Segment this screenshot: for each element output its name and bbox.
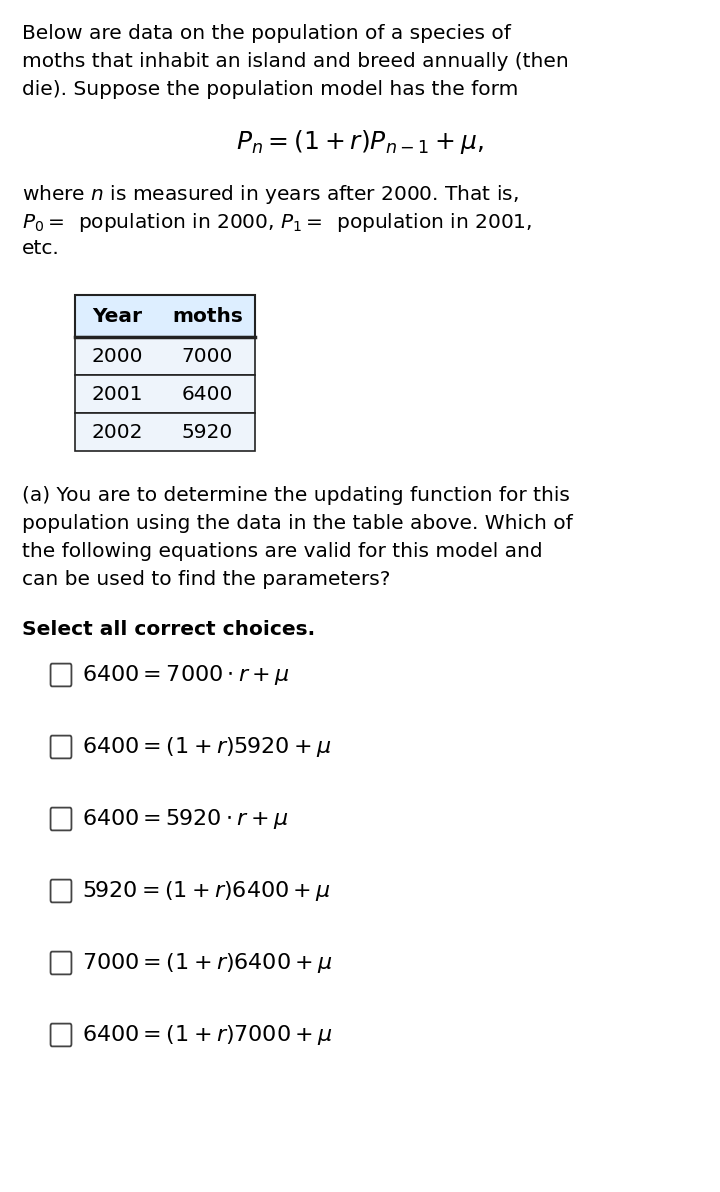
FancyBboxPatch shape [50, 880, 71, 902]
Text: 7000: 7000 [182, 347, 233, 366]
FancyBboxPatch shape [50, 1024, 71, 1047]
Text: population using the data in the table above. Which of: population using the data in the table a… [22, 514, 572, 533]
Text: 2001: 2001 [91, 385, 143, 404]
FancyBboxPatch shape [50, 664, 71, 687]
Text: $P_0 =\,$ population in 2000, $P_1 =\,$ population in 2001,: $P_0 =\,$ population in 2000, $P_1 =\,$ … [22, 211, 532, 234]
Text: Select all correct choices.: Select all correct choices. [22, 620, 315, 639]
Text: $6400 = 5920 \cdot r + \mu$: $6400 = 5920 \cdot r + \mu$ [82, 807, 288, 831]
Text: 5920: 5920 [182, 422, 233, 441]
FancyBboxPatch shape [50, 735, 71, 758]
Text: the following equations are valid for this model and: the following equations are valid for th… [22, 542, 543, 561]
Text: 2002: 2002 [91, 422, 143, 441]
Text: where $n$ is measured in years after 2000. That is,: where $n$ is measured in years after 200… [22, 184, 519, 206]
Text: (a) You are to determine the updating function for this: (a) You are to determine the updating fu… [22, 486, 570, 505]
Bar [75, 337, 255, 375]
Text: $5920 = (1 + r)6400 + \mu$: $5920 = (1 + r)6400 + \mu$ [82, 879, 331, 904]
Text: can be used to find the parameters?: can be used to find the parameters? [22, 570, 390, 589]
FancyBboxPatch shape [50, 808, 71, 831]
Bar [75, 294, 255, 337]
Text: $P_n = (1 + r)P_{n-1} + \mu,$: $P_n = (1 + r)P_{n-1} + \mu,$ [236, 128, 484, 156]
Text: $6400 = (1 + r)7000 + \mu$: $6400 = (1 + r)7000 + \mu$ [82, 1023, 333, 1047]
Text: etc.: etc. [22, 240, 60, 257]
Text: 6400: 6400 [182, 385, 233, 404]
Text: Year: Year [92, 306, 143, 325]
Bar [75, 375, 255, 412]
Text: 2000: 2000 [91, 347, 143, 366]
Text: moths that inhabit an island and breed annually (then: moths that inhabit an island and breed a… [22, 52, 569, 72]
Bar [75, 412, 255, 451]
FancyBboxPatch shape [50, 951, 71, 974]
Text: Below are data on the population of a species of: Below are data on the population of a sp… [22, 24, 511, 43]
Text: moths: moths [172, 306, 243, 325]
Text: $6400 = (1 + r)5920 + \mu$: $6400 = (1 + r)5920 + \mu$ [82, 735, 331, 759]
Text: die). Suppose the population model has the form: die). Suppose the population model has t… [22, 80, 518, 99]
Text: $7000 = (1 + r)6400 + \mu$: $7000 = (1 + r)6400 + \mu$ [82, 951, 333, 975]
Text: $6400 = 7000 \cdot r + \mu$: $6400 = 7000 \cdot r + \mu$ [82, 663, 290, 687]
